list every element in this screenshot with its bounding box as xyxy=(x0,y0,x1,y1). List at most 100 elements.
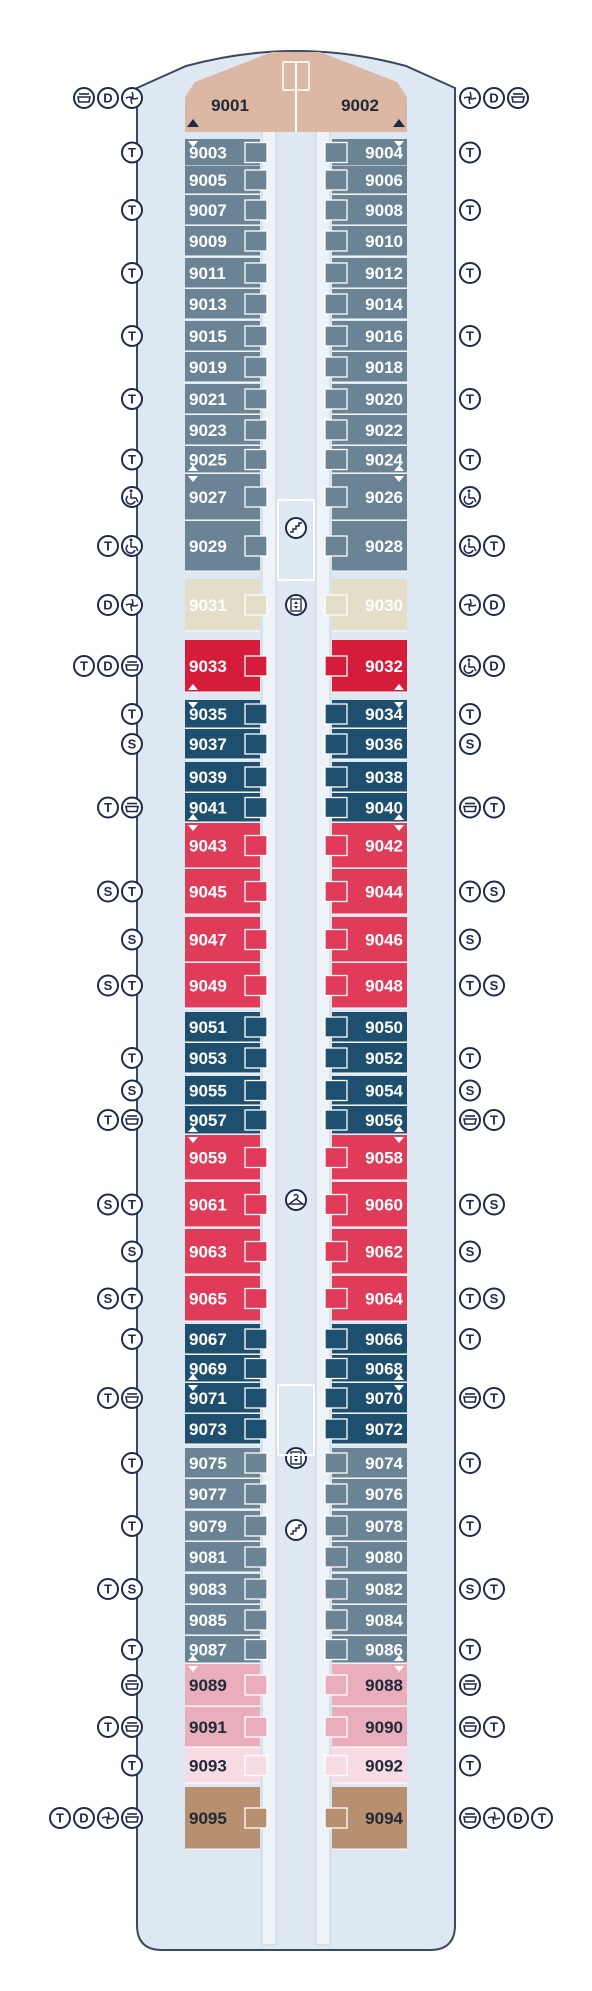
cabin-9081[interactable]: 9081 xyxy=(185,1542,268,1573)
cabin-9076[interactable]: 9076 xyxy=(324,1479,407,1510)
cabin-9071[interactable]: 9071 xyxy=(185,1383,268,1414)
cabin-9006[interactable]: 9006 xyxy=(324,166,407,195)
cabin-9063[interactable]: 9063 xyxy=(185,1229,268,1275)
cabin-9051[interactable]: 9051 xyxy=(185,1012,268,1043)
cabin-9022[interactable]: 9022 xyxy=(324,415,407,446)
cabin-9007[interactable]: 9007 xyxy=(185,195,268,226)
cabin-9035[interactable]: 9035 xyxy=(185,700,268,729)
cabin-9004[interactable]: 9004 xyxy=(324,139,407,167)
cabin-9066[interactable]: 9066 xyxy=(324,1324,407,1355)
cabin-9039[interactable]: 9039 xyxy=(185,762,268,793)
cabin-9020[interactable]: 9020 xyxy=(324,384,407,415)
cabin-9088[interactable]: 9088 xyxy=(324,1664,407,1707)
cabin-9008[interactable]: 9008 xyxy=(324,195,407,226)
cabin-9009[interactable]: 9009 xyxy=(185,226,268,257)
cabin-9025[interactable]: 9025 xyxy=(185,446,268,474)
cabin-9031[interactable]: 9031 xyxy=(185,579,268,632)
cabin-9027[interactable]: 9027 xyxy=(185,474,268,521)
cabin-9011[interactable]: 9011 xyxy=(185,258,268,289)
cabin-9046[interactable]: 9046 xyxy=(324,917,407,963)
cabin-9049[interactable]: 9049 xyxy=(185,963,268,1009)
cabin-9015[interactable]: 9015 xyxy=(185,321,268,352)
cabin-9026[interactable]: 9026 xyxy=(324,474,407,521)
cabin-9080[interactable]: 9080 xyxy=(324,1542,407,1573)
cabin-9052[interactable]: 9052 xyxy=(324,1043,407,1074)
svg-text:T: T xyxy=(490,539,498,554)
cabin-9028[interactable]: 9028 xyxy=(324,521,407,572)
cabin-9074[interactable]: 9074 xyxy=(324,1448,407,1479)
bathroom-block xyxy=(324,1079,348,1102)
amenity-s-icon: S xyxy=(121,1578,143,1600)
cabin-9048[interactable]: 9048 xyxy=(324,963,407,1009)
cabin-9059[interactable]: 9059 xyxy=(185,1135,268,1181)
cabin-9053[interactable]: 9053 xyxy=(185,1043,268,1074)
cabin-9040[interactable]: 9040 xyxy=(324,793,407,823)
cabin-number: 9075 xyxy=(189,1454,227,1473)
cabin-9068[interactable]: 9068 xyxy=(324,1355,407,1383)
cabin-9075[interactable]: 9075 xyxy=(185,1448,268,1479)
cabin-9018[interactable]: 9018 xyxy=(324,352,407,383)
cabin-9087[interactable]: 9087 xyxy=(185,1636,268,1664)
cabin-9072[interactable]: 9072 xyxy=(324,1414,407,1445)
cabin-9084[interactable]: 9084 xyxy=(324,1605,407,1636)
cabin-9070[interactable]: 9070 xyxy=(324,1383,407,1414)
cabin-9037[interactable]: 9037 xyxy=(185,729,268,760)
cabin-9089[interactable]: 9089 xyxy=(185,1664,268,1707)
cabin-9042[interactable]: 9042 xyxy=(324,823,407,869)
cabin-9093[interactable]: 9093 xyxy=(185,1748,268,1784)
cabin-9024[interactable]: 9024 xyxy=(324,446,407,474)
cabin-9047[interactable]: 9047 xyxy=(185,917,268,963)
cabin-9091[interactable]: 9091 xyxy=(185,1707,268,1748)
cabin-9073[interactable]: 9073 xyxy=(185,1414,268,1445)
cabin-9083[interactable]: 9083 xyxy=(185,1574,268,1605)
cabin-9055[interactable]: 9055 xyxy=(185,1076,268,1106)
cabin-9092[interactable]: 9092 xyxy=(324,1748,407,1784)
amenity-s-icon: S xyxy=(121,1079,143,1102)
cabin-9078[interactable]: 9078 xyxy=(324,1511,407,1542)
cabin-9032[interactable]: 9032 xyxy=(324,640,407,693)
cabin-9034[interactable]: 9034 xyxy=(324,700,407,729)
cabin-9095[interactable]: 9095 xyxy=(185,1787,268,1850)
cabin-9036[interactable]: 9036 xyxy=(324,729,407,760)
cabin-9013[interactable]: 9013 xyxy=(185,289,268,320)
cabin-9029[interactable]: 9029 xyxy=(185,521,268,572)
cabin-9057[interactable]: 9057 xyxy=(185,1106,268,1135)
cabin-9012[interactable]: 9012 xyxy=(324,258,407,289)
cabin-9056[interactable]: 9056 xyxy=(324,1106,407,1135)
cabin-9033[interactable]: 9033 xyxy=(185,640,268,693)
cabin-9043[interactable]: 9043 xyxy=(185,823,268,869)
cabin-9085[interactable]: 9085 xyxy=(185,1605,268,1636)
cabin-9094[interactable]: 9094 xyxy=(324,1787,407,1850)
cabin-9010[interactable]: 9010 xyxy=(324,226,407,257)
cabin-9044[interactable]: 9044 xyxy=(324,869,407,915)
bathroom-block xyxy=(244,1716,268,1738)
cabin-9021[interactable]: 9021 xyxy=(185,384,268,415)
cabin-9023[interactable]: 9023 xyxy=(185,415,268,446)
cabin-9082[interactable]: 9082 xyxy=(324,1574,407,1605)
cabin-9058[interactable]: 9058 xyxy=(324,1135,407,1181)
cabin-9077[interactable]: 9077 xyxy=(185,1479,268,1510)
cabin-9067[interactable]: 9067 xyxy=(185,1324,268,1355)
cabin-9016[interactable]: 9016 xyxy=(324,321,407,352)
cabin-9061[interactable]: 9061 xyxy=(185,1182,268,1228)
cabin-9014[interactable]: 9014 xyxy=(324,289,407,320)
bathroom-block xyxy=(244,1609,268,1631)
cabin-9060[interactable]: 9060 xyxy=(324,1182,407,1228)
cabin-9062[interactable]: 9062 xyxy=(324,1229,407,1275)
cabin-9038[interactable]: 9038 xyxy=(324,762,407,793)
cabin-9003[interactable]: 9003 xyxy=(185,139,268,167)
cabin-9030[interactable]: 9030 xyxy=(324,579,407,632)
cabin-9086[interactable]: 9086 xyxy=(324,1636,407,1664)
cabin-9054[interactable]: 9054 xyxy=(324,1076,407,1106)
cabin-9050[interactable]: 9050 xyxy=(324,1012,407,1043)
cabin-9079[interactable]: 9079 xyxy=(185,1511,268,1542)
cabin-marker-up xyxy=(394,814,404,820)
cabin-9090[interactable]: 9090 xyxy=(324,1707,407,1748)
cabin-9064[interactable]: 9064 xyxy=(324,1276,407,1322)
cabin-9019[interactable]: 9019 xyxy=(185,352,268,383)
cabin-9065[interactable]: 9065 xyxy=(185,1276,268,1322)
cabin-9045[interactable]: 9045 xyxy=(185,869,268,915)
cabin-9005[interactable]: 9005 xyxy=(185,166,268,195)
cabin-9069[interactable]: 9069 xyxy=(185,1355,268,1383)
cabin-9041[interactable]: 9041 xyxy=(185,793,268,823)
